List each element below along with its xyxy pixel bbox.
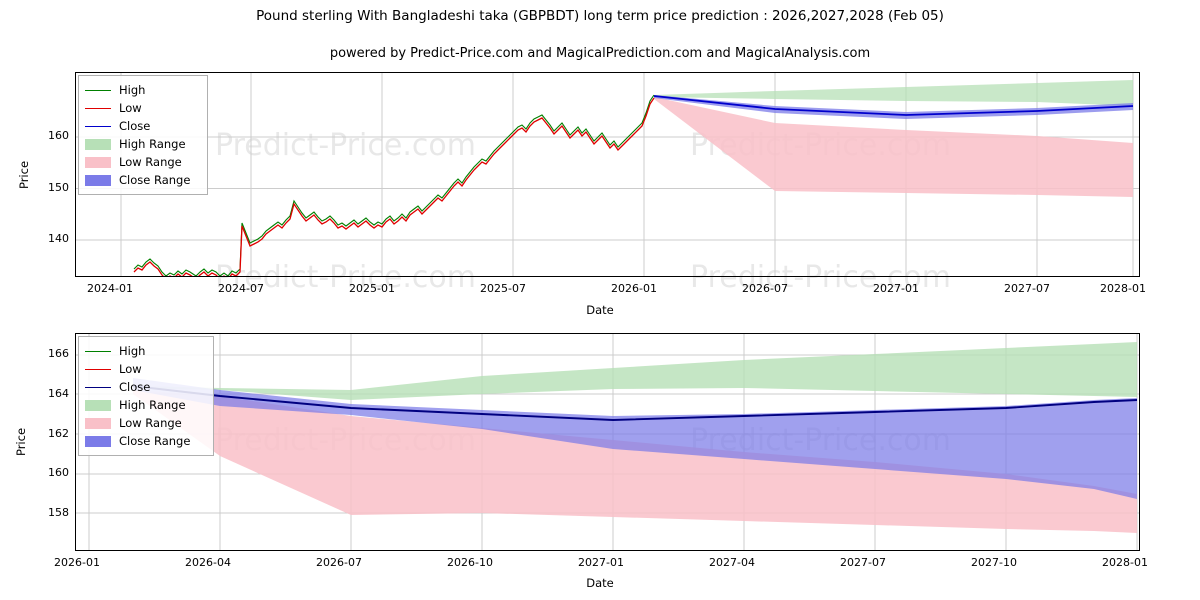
bottom-chart-legend: High Low Close High Range Low Range Clos… — [78, 336, 214, 456]
bottom-xtick-2027-07: 2027-07 — [840, 556, 886, 569]
legend-label-high-2: High — [119, 343, 146, 358]
legend-label-close-range: Close Range — [119, 172, 191, 187]
bottom-ytick-164: 164 — [48, 387, 69, 400]
top-xtick-2024-07: 2024-07 — [218, 282, 264, 295]
legend-label-close-range-2: Close Range — [119, 433, 191, 448]
legend-item-close-2: Close — [85, 378, 206, 396]
bottom-xtick-2027-01: 2027-01 — [578, 556, 624, 569]
page-title: Pound sterling With Bangladeshi taka (GB… — [256, 8, 944, 24]
legend-item-low-2: Low — [85, 360, 206, 378]
bottom-xtick-2026-04: 2026-04 — [185, 556, 231, 569]
bottom-plot-area — [75, 333, 1140, 551]
bottom-plot-svg — [76, 334, 1139, 550]
top-plot-area — [75, 72, 1140, 277]
bottom-chart-panel: Predict-Price.com Predict-Price.com — [0, 325, 1200, 600]
top-xtick-2027-01: 2027-01 — [873, 282, 919, 295]
bottom-ytick-160: 160 — [48, 466, 69, 479]
legend-band-high-range-icon — [85, 138, 111, 150]
top-xtick-2028-01: 2028-01 — [1100, 282, 1146, 295]
legend-label-low: Low — [119, 100, 142, 115]
top-xtick-2025-01: 2025-01 — [349, 282, 395, 295]
legend-item-low: Low — [85, 99, 200, 117]
legend-item-low-range: Low Range — [85, 153, 200, 171]
bottom-xtick-2028-01: 2028-01 — [1102, 556, 1148, 569]
top-xtick-2027-07: 2027-07 — [1004, 282, 1050, 295]
legend-band-low-range-icon-2 — [85, 417, 111, 429]
bottom-ytick-166: 166 — [48, 347, 69, 360]
legend-band-low-range-icon — [85, 156, 111, 168]
legend-label-high-range-2: High Range — [119, 397, 186, 412]
legend-line-high-icon — [85, 85, 111, 96]
bottom-xtick-2027-04: 2027-04 — [709, 556, 755, 569]
top-xtick-2026-01: 2026-01 — [611, 282, 657, 295]
top-xtick-2024-01: 2024-01 — [87, 282, 133, 295]
legend-band-high-range-icon-2 — [85, 399, 111, 411]
bottom-ytick-158: 158 — [48, 506, 69, 519]
top-yaxis-label: Price — [17, 160, 31, 190]
top-chart-panel: Predict-Price.com Predict-Price.com Pred… — [0, 60, 1200, 317]
legend-band-close-range-icon — [85, 174, 111, 186]
legend-item-high-range-2: High Range — [85, 396, 206, 414]
legend-label-low-2: Low — [119, 361, 142, 376]
legend-line-close-icon-2 — [85, 382, 111, 393]
legend-line-high-icon-2 — [85, 346, 111, 357]
legend-label-high: High — [119, 82, 146, 97]
legend-label-low-range-2: Low Range — [119, 415, 182, 430]
legend-item-close-range-2: Close Range — [85, 432, 206, 450]
legend-item-high-range: High Range — [85, 135, 200, 153]
legend-label-low-range: Low Range — [119, 154, 182, 169]
top-ytick-160: 160 — [48, 129, 69, 142]
top-xaxis-label: Date — [586, 303, 614, 317]
legend-label-close-2: Close — [119, 379, 151, 394]
legend-line-low-icon — [85, 103, 111, 114]
legend-line-low-icon-2 — [85, 364, 111, 375]
legend-label-close: Close — [119, 118, 151, 133]
top-plot-svg — [76, 73, 1139, 276]
bottom-ytick-162: 162 — [48, 427, 69, 440]
legend-item-high-2: High — [85, 342, 206, 360]
top-xtick-2025-07: 2025-07 — [480, 282, 526, 295]
bottom-yaxis-label: Price — [14, 427, 28, 457]
legend-band-close-range-icon-2 — [85, 435, 111, 447]
top-xtick-2026-07: 2026-07 — [742, 282, 788, 295]
legend-item-high: High — [85, 81, 200, 99]
bottom-xaxis-label: Date — [586, 576, 614, 590]
page-subtitle: powered by Predict-Price.com and Magical… — [329, 46, 871, 61]
bottom-xtick-2026-01: 2026-01 — [54, 556, 100, 569]
bottom-xtick-2026-07: 2026-07 — [316, 556, 362, 569]
top-ytick-150: 150 — [48, 181, 69, 194]
legend-label-high-range: High Range — [119, 136, 186, 151]
legend-item-close-range: Close Range — [85, 171, 200, 189]
bottom-xtick-2027-10: 2027-10 — [971, 556, 1017, 569]
top-ytick-140: 140 — [48, 232, 69, 245]
legend-line-close-icon — [85, 121, 111, 132]
legend-item-low-range-2: Low Range — [85, 414, 206, 432]
legend-item-close: Close — [85, 117, 200, 135]
bottom-xtick-2026-10: 2026-10 — [447, 556, 493, 569]
top-chart-legend: High Low Close High Range Low Range Clos… — [78, 75, 208, 195]
